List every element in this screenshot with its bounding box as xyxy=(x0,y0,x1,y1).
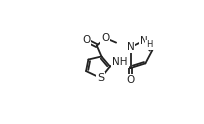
Text: O: O xyxy=(101,33,109,43)
Text: NH: NH xyxy=(112,57,128,67)
Text: N: N xyxy=(127,42,135,52)
Text: O: O xyxy=(82,35,90,45)
Text: O: O xyxy=(127,75,135,85)
Text: H: H xyxy=(146,40,152,49)
Text: S: S xyxy=(97,73,104,83)
Text: N: N xyxy=(140,36,148,46)
